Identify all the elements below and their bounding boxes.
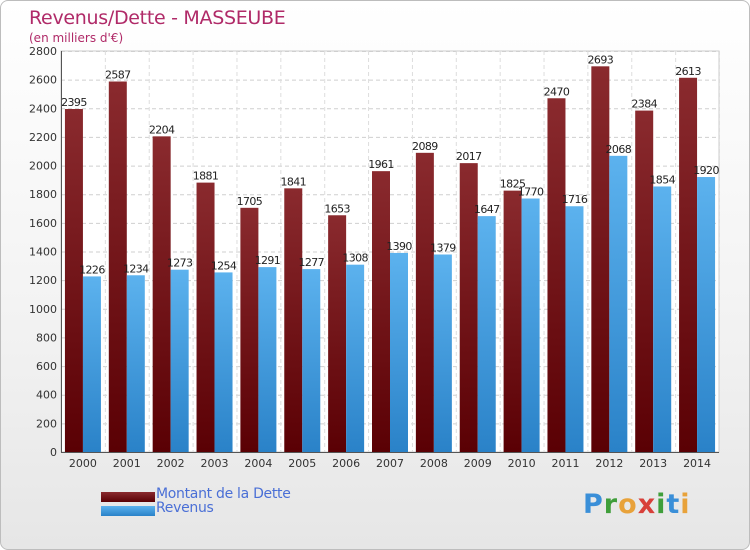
data-label-dette-2000: 2395 xyxy=(61,96,87,109)
legend-label-dette: Montant de la Dette xyxy=(156,486,291,502)
data-label-dette-2009: 2017 xyxy=(456,150,482,163)
bar-dette-2014 xyxy=(679,77,698,453)
y-tick-label: 2800 xyxy=(29,45,57,58)
bar-dette-2003 xyxy=(196,182,215,452)
bar-revenus-2013 xyxy=(653,186,672,452)
x-tick-label: 2014 xyxy=(683,457,711,470)
y-tick-label: 2000 xyxy=(29,160,57,173)
bar-revenus-2004 xyxy=(258,267,277,452)
data-label-dette-2004: 1705 xyxy=(237,195,263,208)
y-tick-label: 200 xyxy=(36,417,57,430)
x-tick-label: 2008 xyxy=(420,457,448,470)
bar-dette-2007 xyxy=(372,171,390,452)
bar-dette-2009 xyxy=(459,163,478,452)
data-label-revenus-2010: 1770 xyxy=(518,186,544,199)
bar-dette-2005 xyxy=(284,188,303,452)
y-tick-label: 0 xyxy=(50,446,57,459)
x-tick-label: 2006 xyxy=(332,457,360,470)
bar-dette-2002 xyxy=(152,136,171,452)
bar-revenus-2007 xyxy=(390,252,408,452)
bar-revenus-2003 xyxy=(214,272,233,452)
x-tick-label: 2002 xyxy=(157,457,185,470)
bar-dette-2001 xyxy=(108,81,127,453)
data-label-revenus-2012: 2068 xyxy=(606,143,632,156)
y-tick-label: 1200 xyxy=(29,274,57,287)
x-tick-label: 2003 xyxy=(201,457,229,470)
data-label-revenus-2007: 1390 xyxy=(386,240,412,253)
bar-dette-2013 xyxy=(635,110,654,452)
bar-revenus-2012 xyxy=(609,155,628,452)
bar-revenus-2002 xyxy=(170,269,189,452)
data-label-dette-2013: 2384 xyxy=(631,98,657,111)
data-label-revenus-2006: 1308 xyxy=(342,252,368,265)
data-label-dette-2003: 1881 xyxy=(193,170,219,183)
data-label-dette-2010: 1825 xyxy=(500,178,526,191)
bar-dette-2006 xyxy=(328,215,347,452)
chart-subtitle: (en milliers d'€) xyxy=(29,31,124,45)
y-tick-label: 1400 xyxy=(29,246,57,259)
y-tick-label: 600 xyxy=(36,360,57,373)
x-tick-label: 2010 xyxy=(508,457,536,470)
bar-revenus-2001 xyxy=(126,275,145,452)
data-label-dette-2001: 2587 xyxy=(105,69,131,82)
x-tick-label: 2012 xyxy=(595,457,623,470)
data-label-revenus-2011: 1716 xyxy=(562,193,588,206)
data-label-revenus-2005: 1277 xyxy=(298,256,324,269)
y-tick-label: 800 xyxy=(36,331,57,344)
data-label-revenus-2013: 1854 xyxy=(649,173,675,186)
y-tick-label: 400 xyxy=(36,389,57,402)
data-label-revenus-2002: 1273 xyxy=(167,257,193,270)
proxiti-logo: Proxiti xyxy=(583,489,691,520)
x-tick-label: 2011 xyxy=(551,457,579,470)
bar-revenus-2014 xyxy=(697,177,716,452)
data-label-revenus-2009: 1647 xyxy=(474,203,500,216)
data-label-dette-2012: 2693 xyxy=(588,53,614,66)
bar-revenus-2010 xyxy=(521,198,540,452)
y-tick-label: 1000 xyxy=(29,303,57,316)
bar-revenus-2005 xyxy=(302,269,321,452)
bar-revenus-2008 xyxy=(433,254,452,452)
data-label-dette-2006: 1653 xyxy=(324,202,350,215)
data-label-dette-2011: 2470 xyxy=(544,85,570,98)
data-label-revenus-2004: 1291 xyxy=(255,254,281,267)
y-tick-label: 2400 xyxy=(29,102,57,115)
data-label-revenus-2001: 1234 xyxy=(123,262,149,275)
data-label-revenus-2014: 1920 xyxy=(693,164,719,177)
data-label-revenus-2003: 1254 xyxy=(211,259,237,272)
bar-dette-2011 xyxy=(547,98,566,452)
bar-revenus-2006 xyxy=(346,264,365,452)
x-tick-label: 2001 xyxy=(113,457,141,470)
bar-dette-2010 xyxy=(503,190,522,453)
data-label-dette-2007: 1961 xyxy=(368,158,394,171)
bar-dette-2000 xyxy=(64,109,83,453)
y-tick-label: 2200 xyxy=(29,131,57,144)
x-tick-label: 2013 xyxy=(639,457,667,470)
data-label-dette-2008: 2089 xyxy=(412,140,438,153)
bar-dette-2008 xyxy=(415,152,434,452)
data-label-revenus-2000: 1226 xyxy=(79,263,105,276)
data-label-dette-2014: 2613 xyxy=(675,65,701,78)
data-label-revenus-2008: 1379 xyxy=(430,242,456,255)
x-tick-label: 2009 xyxy=(464,457,492,470)
legend-swatch-revenus xyxy=(101,506,155,516)
y-tick-label: 1800 xyxy=(29,188,57,201)
x-tick-label: 2004 xyxy=(244,457,272,470)
bar-dette-2004 xyxy=(240,207,259,452)
data-label-dette-2002: 2204 xyxy=(149,123,175,136)
chart-title: Revenus/Dette - MASSEUBE xyxy=(29,7,286,29)
data-label-dette-2005: 1841 xyxy=(280,175,306,188)
bar-dette-2012 xyxy=(591,66,610,453)
y-tick-label: 2600 xyxy=(29,74,57,87)
bar-revenus-2000 xyxy=(82,276,101,452)
legend-label-revenus: Revenus xyxy=(156,500,214,516)
x-tick-label: 2007 xyxy=(376,457,404,470)
bar-revenus-2009 xyxy=(477,216,496,452)
bar-revenus-2011 xyxy=(565,206,584,452)
x-tick-label: 2005 xyxy=(288,457,316,470)
legend-swatch-dette xyxy=(101,492,155,502)
y-tick-label: 1600 xyxy=(29,217,57,230)
x-tick-label: 2000 xyxy=(69,457,97,470)
